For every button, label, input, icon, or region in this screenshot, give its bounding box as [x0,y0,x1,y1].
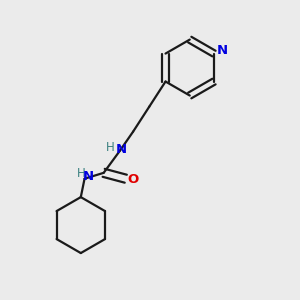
Text: H: H [106,141,115,154]
Text: N: N [217,44,228,57]
Text: N: N [83,170,94,183]
Text: H: H [77,167,86,180]
Text: N: N [116,143,127,156]
Text: O: O [127,173,139,186]
